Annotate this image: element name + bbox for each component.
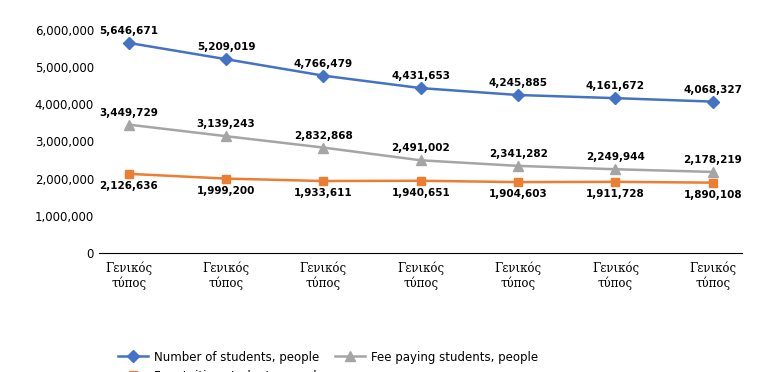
Line: Fee paying students, people: Fee paying students, people — [124, 120, 718, 177]
Text: 1,999,200: 1,999,200 — [197, 186, 256, 196]
Text: 2,341,282: 2,341,282 — [489, 149, 548, 159]
Text: 1,940,651: 1,940,651 — [392, 188, 450, 198]
Number of students, people — [708, 99, 718, 104]
Fee paying students, people — [221, 134, 230, 138]
Free tuition students, people — [221, 176, 230, 181]
Text: 1,890,108: 1,890,108 — [684, 190, 742, 200]
Text: 2,832,868: 2,832,868 — [294, 131, 353, 141]
Line: Number of students, people: Number of students, people — [125, 39, 717, 106]
Fee paying students, people — [319, 145, 328, 150]
Number of students, people — [221, 57, 230, 61]
Text: 1,933,611: 1,933,611 — [294, 188, 353, 198]
Free tuition students, people — [611, 180, 620, 184]
Number of students, people — [611, 96, 620, 100]
Text: 3,449,729: 3,449,729 — [99, 108, 158, 118]
Number of students, people — [513, 93, 522, 97]
Fee paying students, people — [416, 158, 425, 163]
Number of students, people — [319, 73, 328, 78]
Text: 4,766,479: 4,766,479 — [294, 59, 353, 69]
Text: 2,126,636: 2,126,636 — [99, 181, 158, 191]
Free tuition students, people — [416, 179, 425, 183]
Text: 1,904,603: 1,904,603 — [489, 189, 548, 199]
Fee paying students, people — [708, 170, 718, 174]
Text: 2,249,944: 2,249,944 — [586, 152, 645, 162]
Free tuition students, people — [124, 171, 133, 176]
Text: 5,646,671: 5,646,671 — [99, 26, 158, 36]
Fee paying students, people — [513, 164, 522, 168]
Text: 2,178,219: 2,178,219 — [683, 155, 742, 165]
Fee paying students, people — [611, 167, 620, 171]
Line: Free tuition students, people: Free tuition students, people — [125, 170, 717, 187]
Free tuition students, people — [513, 180, 522, 185]
Text: 1,911,728: 1,911,728 — [586, 189, 645, 199]
Free tuition students, people — [319, 179, 328, 183]
Text: 4,245,885: 4,245,885 — [489, 78, 548, 88]
Text: 4,161,672: 4,161,672 — [586, 81, 645, 91]
Fee paying students, people — [124, 122, 133, 127]
Text: 5,209,019: 5,209,019 — [197, 42, 256, 52]
Text: 4,068,327: 4,068,327 — [683, 85, 742, 94]
Legend: Number of students, people, Free tuition students, people, Fee paying students, : Number of students, people, Free tuition… — [119, 351, 538, 372]
Free tuition students, people — [708, 180, 718, 185]
Number of students, people — [124, 41, 133, 45]
Number of students, people — [416, 86, 425, 90]
Text: 3,139,243: 3,139,243 — [197, 119, 256, 129]
Text: 2,491,002: 2,491,002 — [392, 143, 450, 153]
Text: 4,431,653: 4,431,653 — [391, 71, 451, 81]
